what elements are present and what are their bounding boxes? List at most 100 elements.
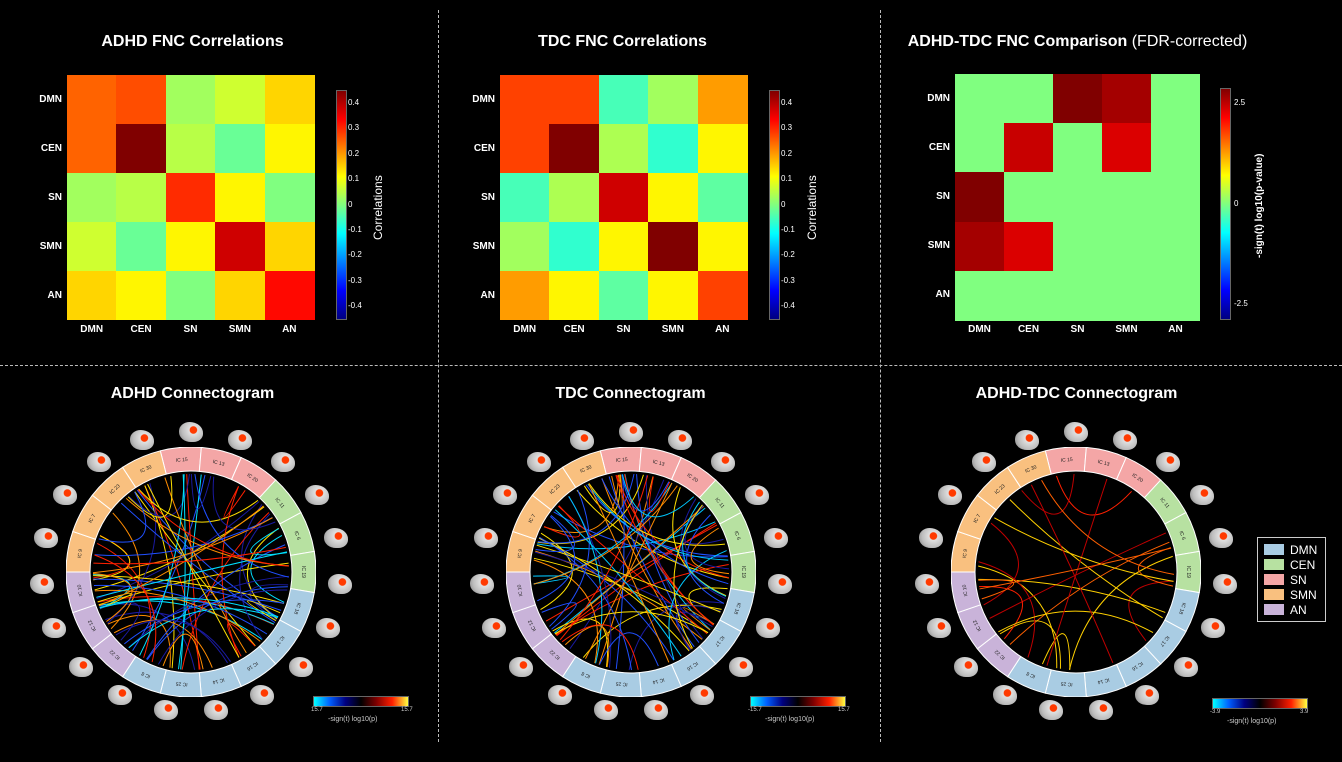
brain-thumbnail xyxy=(508,656,533,677)
heatmap-cell xyxy=(165,222,216,271)
connectogram-link xyxy=(998,610,1154,634)
adhd-connectogram-title: ADHD Connectogram xyxy=(110,385,275,402)
diff-connectogram-title: ADHD-TDC Connectogram xyxy=(975,385,1178,402)
tdc-correlation-colorbar xyxy=(769,90,780,320)
brain-thumbnail xyxy=(107,685,132,706)
legend-label: SMN xyxy=(1290,587,1317,602)
heatmap-col-label: DMN xyxy=(513,324,537,335)
adhd-fnc-title: ADHD FNC Correlations xyxy=(101,33,284,50)
legend-label: SN xyxy=(1290,572,1307,587)
brain-thumbnail xyxy=(271,451,296,472)
colorbar-tick: 0 xyxy=(348,199,353,209)
connectogram-ic-label: IC 6 xyxy=(293,530,302,541)
colorbar-tick: -0.2 xyxy=(781,250,795,260)
connectogram-link xyxy=(552,618,609,667)
heatmap-col-label: SN xyxy=(616,324,631,335)
legend-label: DMN xyxy=(1290,542,1318,557)
brain-thumbnail xyxy=(953,656,978,677)
connectogram-link xyxy=(978,565,1058,669)
connectogram-link xyxy=(1030,484,1114,663)
heatmap-cell xyxy=(67,75,117,124)
connectogram-ic-label: IC 19 xyxy=(740,566,746,578)
brain-thumbnail xyxy=(1156,451,1181,472)
connectogram-link xyxy=(1055,475,1132,516)
connectogram-ic-label: IC 19 xyxy=(300,566,306,578)
connectogram-link xyxy=(983,522,1019,606)
connectogram-link xyxy=(690,527,730,575)
heatmap-cell xyxy=(648,124,699,173)
connectogram-link xyxy=(553,511,728,558)
brain-thumbnail xyxy=(130,429,155,450)
colorbar-tick: 2.5 xyxy=(1234,98,1246,107)
connectogram-link xyxy=(979,547,1172,590)
tdc-fnc-title: TDC FNC Correlations xyxy=(538,33,707,50)
heatmap-col-label: AN xyxy=(282,324,297,335)
heatmap-cell xyxy=(648,75,699,124)
connectogram-link xyxy=(545,524,718,622)
connectogram-ic-label: IC 18 xyxy=(1177,602,1187,615)
connectogram-link xyxy=(99,597,279,618)
legend-item: CEN xyxy=(1264,557,1319,572)
colorbar-min-label: 15.7 xyxy=(311,707,323,713)
colorbar-tick: 0.1 xyxy=(781,174,793,184)
legend-swatch xyxy=(1264,544,1284,555)
connectogram-link xyxy=(93,578,282,611)
heatmap-row-label: AN xyxy=(480,289,495,301)
heatmap-row-label: DMN xyxy=(472,93,495,105)
brain-thumbnail xyxy=(1064,422,1088,442)
connectogram-link xyxy=(601,478,692,650)
connectogram-link xyxy=(128,575,289,648)
connectogram-link xyxy=(601,478,729,585)
connectogram-link xyxy=(540,532,573,611)
heatmap-cell xyxy=(67,222,117,271)
connectogram-ic-label: IC 10 xyxy=(962,584,970,597)
colorbar-max-label: 3.9 xyxy=(1300,709,1309,715)
connectogram-link xyxy=(621,474,695,518)
legend-swatch xyxy=(1264,574,1284,585)
connectogram-link xyxy=(561,624,639,670)
brain-thumbnail xyxy=(250,685,275,706)
connectogram-ic-label: IC 30 xyxy=(1024,464,1038,474)
heatmap-row-label: AN xyxy=(47,289,62,301)
connectogram-ic-label: IC 15 xyxy=(1061,457,1074,464)
heatmap-cell xyxy=(500,124,550,173)
colorbar-tick: 0.3 xyxy=(781,123,793,133)
connectogram-ic-label: IC 13 xyxy=(212,459,225,468)
heatmap-col-label: SMN xyxy=(1115,324,1138,335)
colorbar-tick: 0.1 xyxy=(348,174,360,184)
brain-thumbnail xyxy=(971,451,996,472)
heatmap-cell xyxy=(264,271,315,320)
connectogram-link xyxy=(221,486,240,658)
legend-swatch xyxy=(1264,559,1284,570)
heatmap-row-label: DMN xyxy=(39,93,62,105)
heatmap-row-label: AN xyxy=(935,289,950,301)
connectogram-ic-label: IC 9 xyxy=(962,548,969,558)
colorbar-tick: 0.4 xyxy=(348,98,360,107)
brain-thumbnail xyxy=(744,485,769,506)
connectogram-ic-label: IC 18 xyxy=(292,602,302,615)
heatmap-cell xyxy=(955,270,1004,321)
legend-swatch xyxy=(1264,589,1284,600)
brain-thumbnail xyxy=(914,573,939,594)
connectogram-link xyxy=(190,473,212,510)
colorbar-label: -sign(t) log10(p) xyxy=(765,716,815,723)
heatmap-cell xyxy=(1102,221,1151,272)
connectogram-colorbar xyxy=(313,696,409,707)
connectogram-link xyxy=(543,474,619,534)
connectogram-link xyxy=(92,517,273,574)
connectogram-link xyxy=(124,599,284,645)
heatmap-cell xyxy=(1053,270,1102,321)
heatmap-cell xyxy=(1053,74,1102,124)
brain-thumbnail xyxy=(473,527,498,548)
heatmap-cell xyxy=(648,173,699,222)
connectogram-link xyxy=(555,505,704,635)
connectogram-ic-label: IC 10 xyxy=(517,584,525,597)
colorbar-min-label: -15.7 xyxy=(748,707,762,713)
heatmap-row-label: SN xyxy=(481,191,495,203)
horizontal-divider xyxy=(0,365,1342,366)
heatmap-cell xyxy=(215,124,266,173)
connectogram-ic-label: IC 16 xyxy=(1130,660,1143,672)
connectogram-link xyxy=(648,476,671,513)
heatmap-cell xyxy=(549,124,600,173)
